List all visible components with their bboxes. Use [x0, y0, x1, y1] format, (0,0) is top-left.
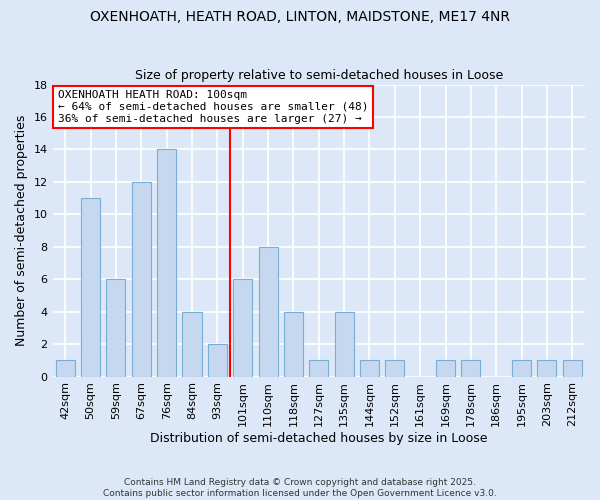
Bar — [182, 312, 202, 376]
Bar — [106, 279, 125, 376]
Bar — [360, 360, 379, 376]
Bar — [259, 247, 278, 376]
Bar — [284, 312, 303, 376]
Bar — [233, 279, 252, 376]
Y-axis label: Number of semi-detached properties: Number of semi-detached properties — [15, 115, 28, 346]
Bar — [309, 360, 328, 376]
Text: OXENHOATH HEATH ROAD: 100sqm
← 64% of semi-detached houses are smaller (48)
36% : OXENHOATH HEATH ROAD: 100sqm ← 64% of se… — [58, 90, 368, 124]
Bar — [335, 312, 353, 376]
Bar — [132, 182, 151, 376]
Bar — [56, 360, 75, 376]
Bar — [538, 360, 556, 376]
Bar — [436, 360, 455, 376]
Bar — [208, 344, 227, 376]
Bar — [461, 360, 481, 376]
Bar — [157, 150, 176, 376]
Title: Size of property relative to semi-detached houses in Loose: Size of property relative to semi-detach… — [134, 69, 503, 82]
Text: Contains HM Land Registry data © Crown copyright and database right 2025.
Contai: Contains HM Land Registry data © Crown c… — [103, 478, 497, 498]
Bar — [385, 360, 404, 376]
Text: OXENHOATH, HEATH ROAD, LINTON, MAIDSTONE, ME17 4NR: OXENHOATH, HEATH ROAD, LINTON, MAIDSTONE… — [90, 10, 510, 24]
Bar — [512, 360, 531, 376]
X-axis label: Distribution of semi-detached houses by size in Loose: Distribution of semi-detached houses by … — [150, 432, 488, 445]
Bar — [563, 360, 582, 376]
Bar — [81, 198, 100, 376]
